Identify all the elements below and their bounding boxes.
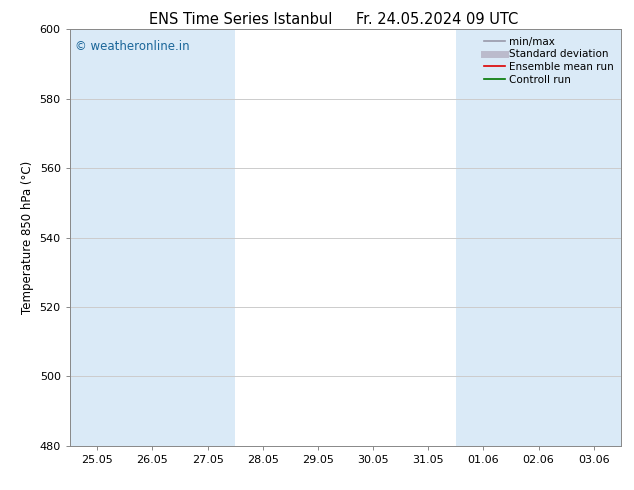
Text: Fr. 24.05.2024 09 UTC: Fr. 24.05.2024 09 UTC: [356, 12, 519, 27]
Bar: [566, 29, 621, 446]
Legend: min/max, Standard deviation, Ensemble mean run, Controll run: min/max, Standard deviation, Ensemble me…: [482, 35, 616, 87]
Y-axis label: Temperature 850 hPa (°C): Temperature 850 hPa (°C): [21, 161, 34, 314]
Text: © weatheronline.in: © weatheronline.in: [75, 40, 190, 53]
Bar: [180, 29, 235, 446]
Bar: [456, 29, 511, 446]
Bar: [511, 29, 566, 446]
Bar: [125, 29, 180, 446]
Text: ENS Time Series Istanbul: ENS Time Series Istanbul: [149, 12, 333, 27]
Bar: [70, 29, 125, 446]
